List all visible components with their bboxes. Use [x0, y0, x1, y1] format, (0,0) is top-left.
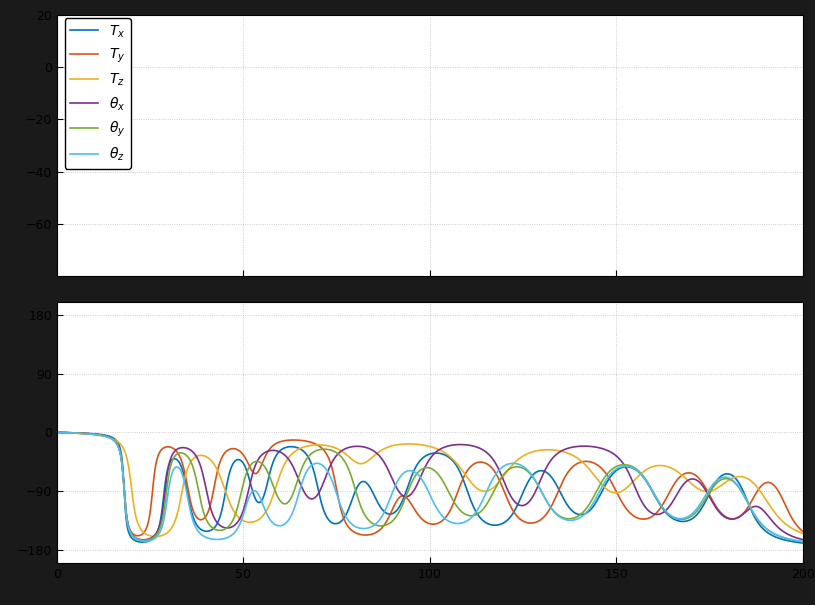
Legend: $T_x$, $T_y$, $T_z$, $\theta_x$, $\theta_y$, $\theta_z$: $T_x$, $T_y$, $T_z$, $\theta_x$, $\theta… — [64, 18, 131, 169]
